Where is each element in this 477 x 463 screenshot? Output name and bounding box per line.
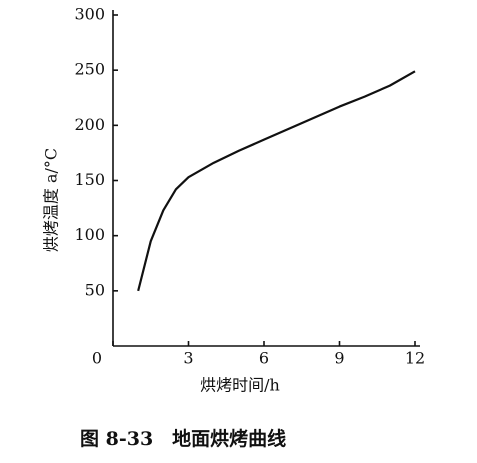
caption: 图 8-33 地面烘烤曲线 <box>80 427 286 450</box>
x-tick-label: 0 <box>92 349 102 368</box>
x-tick-label: 9 <box>334 349 344 368</box>
y-tick-label: 150 <box>74 170 105 189</box>
x-axis-label: 烘烤时间/h <box>200 376 280 395</box>
line <box>137 70 416 292</box>
y-tick-label: 50 <box>85 280 105 299</box>
x-tick-label: 12 <box>405 349 425 368</box>
x-tick-label: 6 <box>259 349 269 368</box>
y-tick-label: 250 <box>74 60 105 79</box>
y-axis-label: 烘烤温度 a/°C <box>42 148 61 252</box>
y-tick-label: 100 <box>74 225 105 244</box>
x-tick-label: 3 <box>183 349 193 368</box>
y-tick-label: 200 <box>74 115 105 134</box>
y-tick-label: 300 <box>74 5 105 24</box>
